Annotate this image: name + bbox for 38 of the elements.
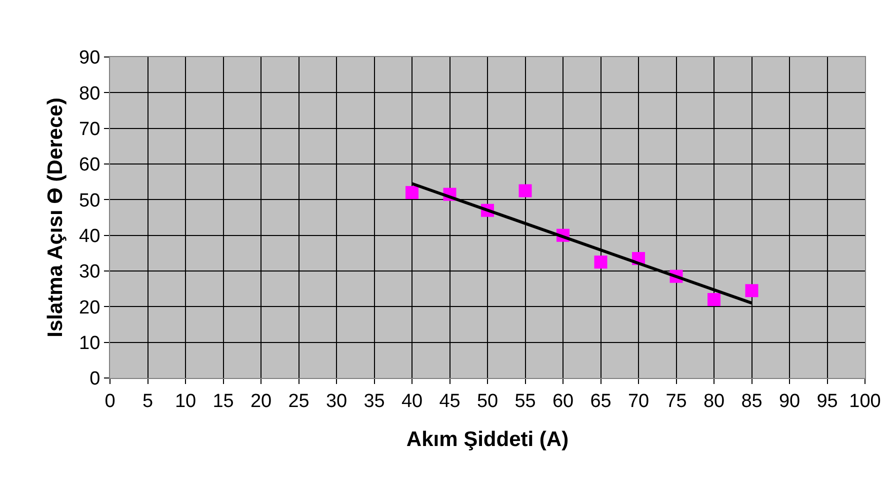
x-tick-label: 50 bbox=[476, 390, 498, 412]
x-tick-label: 20 bbox=[250, 390, 272, 412]
x-tick-label: 90 bbox=[778, 390, 800, 412]
y-tick-label: 70 bbox=[79, 118, 100, 140]
x-tick-label: 85 bbox=[741, 390, 762, 412]
x-tick-label: 60 bbox=[552, 390, 574, 412]
x-tick-label: 45 bbox=[439, 390, 460, 412]
y-tick-label: 0 bbox=[90, 368, 100, 390]
point bbox=[518, 184, 532, 198]
y-tick-label: 10 bbox=[79, 332, 100, 354]
y-tick-label: 90 bbox=[79, 48, 100, 69]
x-tick-label: 100 bbox=[849, 390, 881, 412]
x-tick-label: 5 bbox=[142, 390, 154, 412]
x-tick-label: 35 bbox=[364, 390, 385, 412]
x-tick-label: 70 bbox=[628, 390, 650, 412]
x-tick-label: 10 bbox=[174, 390, 196, 412]
x-tick-label: 30 bbox=[326, 390, 348, 412]
y-tick-label: 20 bbox=[79, 297, 100, 318]
x-tick-label: 15 bbox=[212, 390, 234, 412]
point bbox=[406, 186, 418, 200]
point bbox=[708, 293, 720, 306]
x-tick-label: 95 bbox=[816, 390, 838, 412]
y-axis-title: Islatma Açısı Ɵ (Derece) bbox=[44, 98, 68, 338]
x-tick-label: 25 bbox=[288, 390, 310, 412]
y-tick-label: 80 bbox=[79, 83, 100, 104]
x-tick-label: 65 bbox=[590, 390, 612, 412]
y-tick-label: 50 bbox=[79, 190, 100, 212]
y-tick-label: 40 bbox=[79, 226, 100, 247]
x-axis-title: Akım Şiddeti (A) bbox=[406, 428, 569, 451]
y-tick-label: 30 bbox=[79, 262, 100, 283]
x-tick-label: 40 bbox=[401, 390, 423, 412]
point bbox=[594, 256, 608, 269]
y-tick-label: 60 bbox=[79, 154, 100, 176]
point bbox=[745, 284, 758, 298]
x-tick-label: 80 bbox=[703, 390, 725, 412]
x-tick-label: 55 bbox=[514, 390, 536, 412]
x-tick-label: 0 bbox=[104, 390, 116, 412]
x-tick-label: 75 bbox=[666, 390, 687, 412]
